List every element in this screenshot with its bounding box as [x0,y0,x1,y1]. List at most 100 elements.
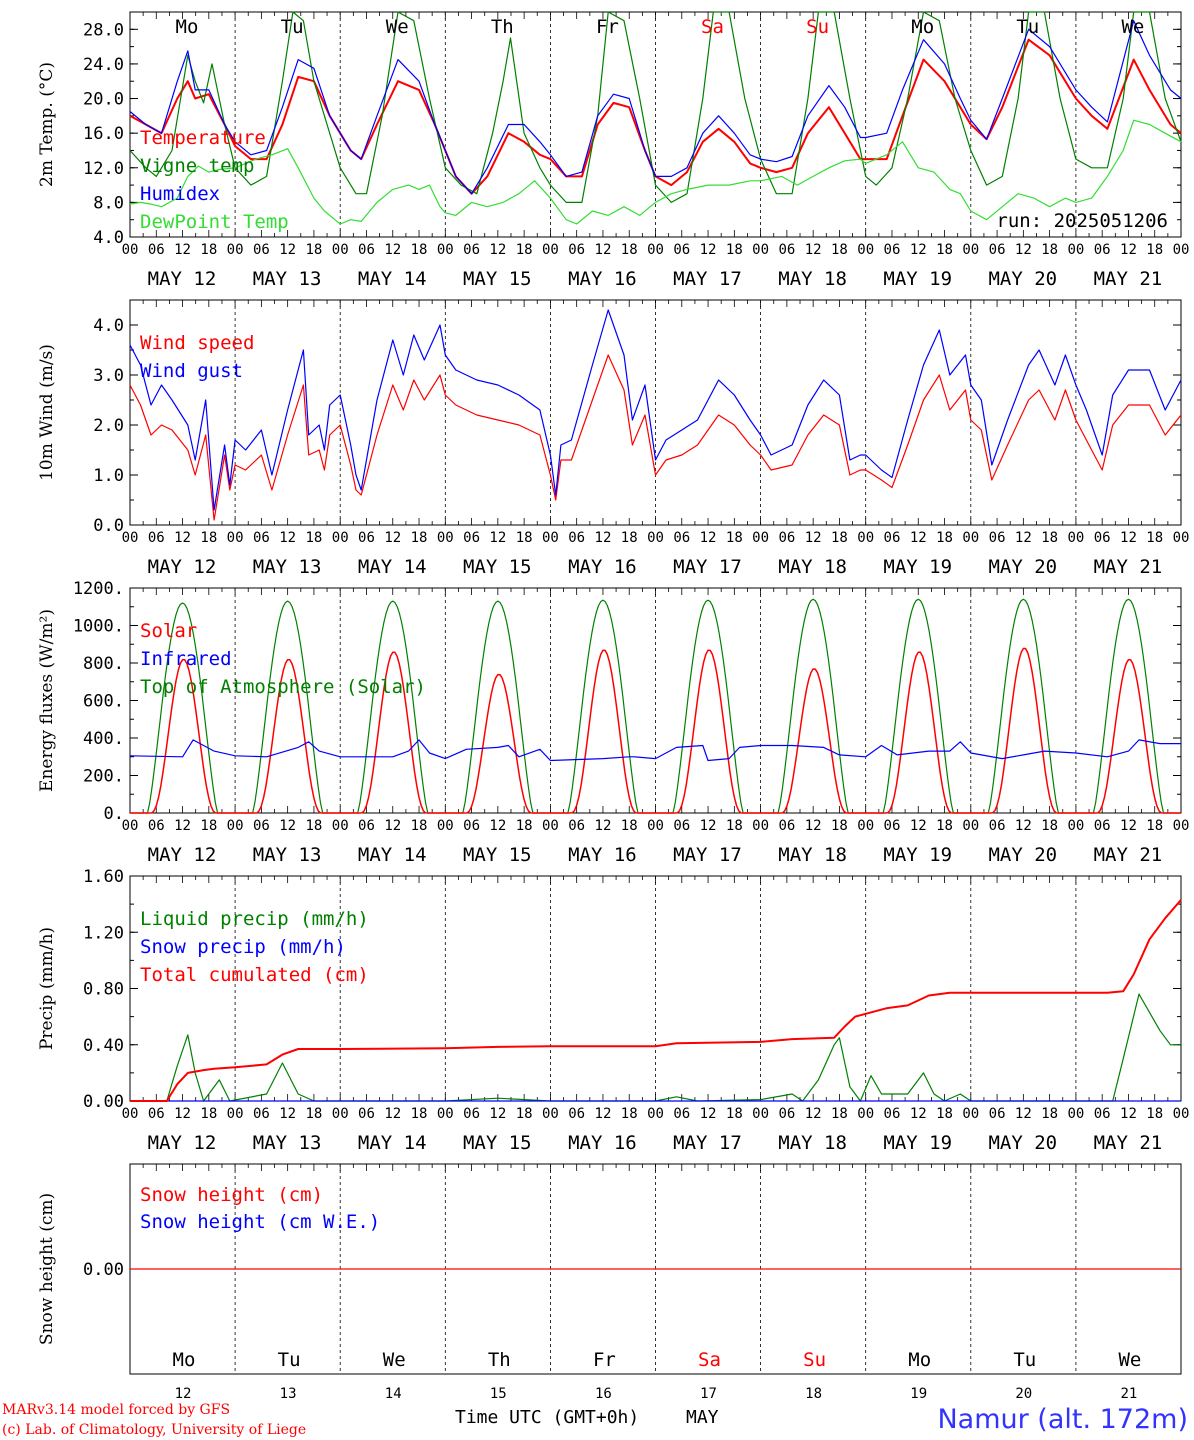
hour-tick-label: 12 [700,1106,717,1122]
hour-tick-label: 06 [673,242,690,258]
day-abbr-label: Tu [281,16,304,38]
date-label: MAY 12 [148,844,217,866]
hour-tick-label: 18 [200,530,217,546]
hour-tick-label: 06 [358,818,375,834]
hour-tick-label: 18 [621,1106,638,1122]
hour-tick-label: 12 [805,242,822,258]
hour-tick-label: 18 [726,818,743,834]
hour-tick-label: 12 [910,818,927,834]
day-abbr-label: We [1118,1349,1141,1371]
day-abbr-label: Su [806,16,829,38]
date-label: MAY 14 [358,844,427,866]
hour-tick-label: 12 [279,242,296,258]
hour-tick-label: 06 [358,530,375,546]
hour-tick-label: 00 [962,530,979,546]
day-abbr-label: Tu [1013,1349,1036,1371]
hour-tick-label: 06 [253,818,270,834]
date-label: MAY 13 [253,268,322,290]
hour-tick-label: 06 [778,530,795,546]
series-solar [130,647,1181,814]
y-axis-label: 2m Temp. (°C) [37,62,57,187]
date-label: MAY 21 [1094,1132,1163,1154]
legend-entry: Liquid precip (mm/h) [140,908,369,930]
hour-tick-label: 00 [1067,818,1084,834]
hour-tick-label: 18 [936,242,953,258]
legend-entry: DewPoint Temp [140,211,289,233]
hour-tick-label: 00 [332,530,349,546]
day-abbr-label: Mo [176,16,199,38]
hour-tick-label: 00 [122,530,139,546]
date-label: MAY 16 [568,556,637,578]
y-tick-label: 28.0 [83,20,124,40]
hour-tick-label: 06 [463,1106,480,1122]
hour-tick-label: 06 [1094,530,1111,546]
plot-frame [129,587,1182,814]
hour-tick-label: 00 [1067,530,1084,546]
date-label: MAY 14 [358,268,427,290]
date-label: MAY 18 [778,268,847,290]
hour-tick-label: 12 [279,818,296,834]
hour-tick-label: 06 [884,818,901,834]
hour-tick-label: 06 [148,242,165,258]
y-tick-label: 2.0 [93,416,124,436]
hour-tick-label: 00 [122,818,139,834]
date-label: MAY 15 [463,844,532,866]
day-abbr-label: Mo [911,16,934,38]
day-abbr-label: Mo [173,1349,196,1371]
hour-tick-label: 06 [568,818,585,834]
day-number-label: 16 [595,1386,612,1402]
hour-tick-label: 00 [332,1106,349,1122]
date-label: MAY 20 [988,1132,1057,1154]
hour-tick-label: 00 [1173,1106,1190,1122]
hour-tick-label: 12 [805,530,822,546]
hour-tick-label: 18 [411,1106,428,1122]
date-label: MAY 20 [988,844,1057,866]
day-abbr-label: Fr [593,1349,616,1371]
hour-tick-label: 00 [962,818,979,834]
panel-3: 1200. 1000. 800. 600. 400. 200. 0. Energy fluxe… [37,579,1189,866]
date-label: MAY 12 [148,556,217,578]
hour-tick-label: 00 [332,818,349,834]
date-label: MAY 17 [673,268,742,290]
hour-tick-label: 06 [253,1106,270,1122]
y-tick-label: 1.20 [83,923,124,943]
day-number-label: 15 [490,1386,507,1402]
y-tick-label: 24.0 [83,55,124,75]
hour-tick-label: 00 [227,530,244,546]
hour-tick-label: 18 [831,1106,848,1122]
hour-tick-label: 00 [962,1106,979,1122]
hour-tick-label: 12 [595,530,612,546]
hour-tick-label: 00 [752,530,769,546]
hour-tick-label: 18 [305,530,322,546]
hour-tick-label: 18 [936,530,953,546]
hour-tick-label: 18 [1041,242,1058,258]
series-temperature [129,38,1182,195]
y-tick-label: 4.0 [93,316,124,336]
y-tick-label: 0.40 [83,1036,124,1056]
y-tick-label: 16.0 [83,124,124,144]
hour-tick-label: 18 [726,242,743,258]
hour-tick-label: 12 [279,1106,296,1122]
hour-tick-label: 12 [1015,530,1032,546]
date-label: MAY 20 [988,268,1057,290]
hour-tick-label: 18 [831,818,848,834]
legend-entry: Humidex [140,183,220,205]
hour-tick-label: 06 [778,242,795,258]
hour-tick-label: 06 [1094,242,1111,258]
hour-tick-label: 00 [752,818,769,834]
hour-tick-label: 06 [358,242,375,258]
hour-tick-label: 12 [910,242,927,258]
hour-tick-label: 18 [831,530,848,546]
hour-tick-label: 18 [1146,1106,1163,1122]
hour-tick-label: 18 [305,1106,322,1122]
hour-tick-label: 00 [227,818,244,834]
hour-tick-label: 00 [437,530,454,546]
day-abbr-label: Tu [1016,16,1039,38]
legend-entry: Wind gust [140,360,243,382]
hour-tick-label: 18 [1146,242,1163,258]
date-label: MAY 19 [883,1132,952,1154]
day-abbr-label: We [386,16,409,38]
legend-entry: Vigne temp [140,155,254,177]
hour-tick-label: 00 [437,1106,454,1122]
credit-line-1: MARv3.14 model forced by GFS [2,1402,230,1418]
